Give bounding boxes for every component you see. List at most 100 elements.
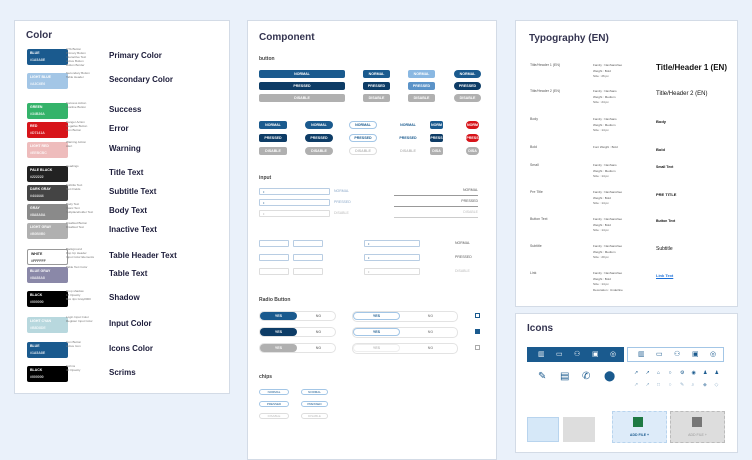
- icon-button-pressed[interactable]: PRESS: [430, 134, 443, 142]
- time-input-normal[interactable]: [293, 240, 323, 247]
- small-action-icon[interactable]: ↗: [645, 382, 650, 388]
- small-action-icon[interactable]: ✎: [680, 382, 685, 388]
- button-secondary-pressed[interactable]: PRESSED: [408, 82, 435, 90]
- dropdown-button-pressed[interactable]: PRESSED: [259, 134, 287, 142]
- checkbox-pressed[interactable]: [475, 329, 480, 334]
- button-round-pressed[interactable]: PRESSED: [454, 82, 481, 90]
- add-file-dropzone[interactable]: [612, 411, 667, 443]
- underline-input-normal[interactable]: [394, 195, 478, 196]
- small-action-icon[interactable]: ↗: [645, 370, 650, 376]
- swatch-name: WHITE: [31, 252, 43, 256]
- nav-icon-3[interactable]: ▣: [592, 351, 599, 358]
- underline-input-pressed[interactable]: [394, 206, 478, 207]
- radio-no[interactable]: NO: [315, 330, 322, 334]
- select-input-pressed[interactable]: •: [364, 254, 420, 261]
- location-pin-icon[interactable]: ⬤: [604, 371, 616, 382]
- chip-normal[interactable]: NORMAL: [259, 389, 289, 395]
- text-button-pressed[interactable]: PRESSED: [399, 136, 417, 140]
- text-button-normal[interactable]: NORMAL: [400, 123, 416, 127]
- radio-yes[interactable]: YES: [260, 312, 297, 320]
- chip-alt-pressed[interactable]: PRESSED: [301, 401, 328, 407]
- small-action-icon[interactable]: ○: [668, 370, 672, 376]
- folder-settings-icon[interactable]: ▤: [560, 371, 570, 382]
- outline-button-normal[interactable]: NORMAL: [349, 121, 377, 129]
- select-input-normal[interactable]: •: [364, 240, 420, 247]
- color-usage: Disabled Text: [66, 225, 84, 229]
- small-action-icon[interactable]: ♟: [714, 370, 719, 376]
- danger-button-pressed[interactable]: PRESS: [466, 134, 479, 142]
- text-input-pressed[interactable]: •: [259, 199, 330, 206]
- type-spec: Weight : Bold: [593, 195, 611, 200]
- checkbox-normal[interactable]: [475, 313, 480, 318]
- radio-outline-pressed[interactable]: YES NO: [352, 327, 458, 338]
- nav-icon-4[interactable]: ◎: [610, 351, 617, 358]
- button-round-normal[interactable]: NORMAL: [454, 70, 481, 78]
- small-action-icon[interactable]: ◉: [691, 370, 696, 376]
- time-input-pressed[interactable]: [293, 254, 323, 261]
- outline-button-pressed[interactable]: PRESSED: [349, 134, 377, 142]
- nav-icon-2[interactable]: ⚇: [574, 351, 581, 358]
- radio-no[interactable]: NO: [315, 314, 322, 318]
- radio-yes[interactable]: YES: [353, 312, 400, 320]
- phone-icon[interactable]: ✆: [582, 371, 591, 382]
- icon-button-normal[interactable]: NORM: [430, 121, 443, 129]
- type-style-name: Button Text: [530, 217, 548, 221]
- small-action-icon[interactable]: ♟: [703, 370, 708, 376]
- swatch-code: #1A5A8E: [30, 58, 46, 62]
- radio-no: NO: [315, 346, 322, 350]
- radio-yes[interactable]: YES: [353, 328, 400, 336]
- add-file-label[interactable]: ADD FILE +: [629, 433, 650, 437]
- dropdown-round-normal[interactable]: NORMAL: [305, 121, 333, 129]
- danger-button-normal[interactable]: NORM: [466, 121, 479, 129]
- dropdown-round-pressed[interactable]: PRESSED: [305, 134, 333, 142]
- text-input-normal[interactable]: •: [259, 188, 330, 195]
- date-input-pressed[interactable]: [259, 254, 289, 261]
- nav-icon-outline-3[interactable]: ▣: [692, 351, 699, 358]
- small-action-icon[interactable]: ⌂: [657, 370, 661, 376]
- radio-no[interactable]: NO: [427, 314, 434, 318]
- nav-icon-outline-1[interactable]: ▭: [656, 351, 663, 358]
- nav-icon-outline-0[interactable]: ▥: [638, 351, 645, 358]
- type-sample[interactable]: Link Text: [656, 273, 674, 278]
- type-spec: Size : 14 px: [593, 201, 609, 205]
- swatch-name: DARK GRAY: [30, 187, 51, 191]
- chip-pressed[interactable]: PRESSED: [259, 401, 289, 407]
- small-action-icon[interactable]: ○: [668, 382, 672, 388]
- excel-icon-disabled: [692, 417, 702, 427]
- chip-disable: DISABLE: [259, 413, 289, 419]
- small-action-icon[interactable]: ⚙: [680, 370, 685, 376]
- nav-icon-outline-2[interactable]: ⚇: [674, 351, 681, 358]
- color-swatch: BLUE #1A5A8E: [27, 49, 68, 65]
- image-upload-active[interactable]: [527, 417, 559, 442]
- small-action-icon[interactable]: ↗: [634, 382, 639, 388]
- color-label: Success: [109, 105, 142, 114]
- radio-toggle-pressed[interactable]: YES NO: [259, 327, 336, 337]
- small-action-icon[interactable]: ⌕: [691, 382, 695, 388]
- button-normal[interactable]: NORMAL: [259, 70, 345, 78]
- nav-icon-0[interactable]: ▥: [538, 351, 545, 358]
- color-label: Subtitle Text: [109, 187, 157, 196]
- type-sample: Title/Header 2 (EN): [656, 91, 708, 97]
- color-label: Primary Color: [109, 51, 162, 60]
- button-small-pressed[interactable]: PRESSED: [363, 82, 390, 90]
- nav-icon-outline-4[interactable]: ◎: [710, 351, 717, 358]
- button-pressed[interactable]: PRESSED: [259, 82, 345, 90]
- radio-no[interactable]: NO: [427, 330, 434, 334]
- type-spec: Weight : Medium: [593, 249, 616, 254]
- type-spec: Size : 24 px: [593, 100, 609, 104]
- small-action-icon[interactable]: ◆: [703, 382, 707, 388]
- radio-toggle-normal[interactable]: YES NO: [259, 311, 336, 321]
- small-action-icon[interactable]: ◇: [714, 382, 719, 388]
- chip-alt-normal[interactable]: NORMAL: [301, 389, 328, 395]
- color-usage: Headings: [66, 164, 79, 168]
- date-input-normal[interactable]: [259, 240, 289, 247]
- radio-outline-normal[interactable]: YES NO: [352, 311, 458, 322]
- small-action-icon[interactable]: ↗: [634, 370, 639, 376]
- dropdown-button-normal[interactable]: NORMAL: [259, 121, 287, 129]
- button-small-normal[interactable]: NORMAL: [363, 70, 390, 78]
- small-action-icon[interactable]: □: [657, 382, 661, 388]
- radio-yes[interactable]: YES: [260, 328, 297, 336]
- nav-icon-1[interactable]: ▭: [556, 351, 563, 358]
- button-secondary-normal[interactable]: NORMAL: [408, 70, 435, 78]
- edit-icon[interactable]: ✎: [538, 371, 547, 382]
